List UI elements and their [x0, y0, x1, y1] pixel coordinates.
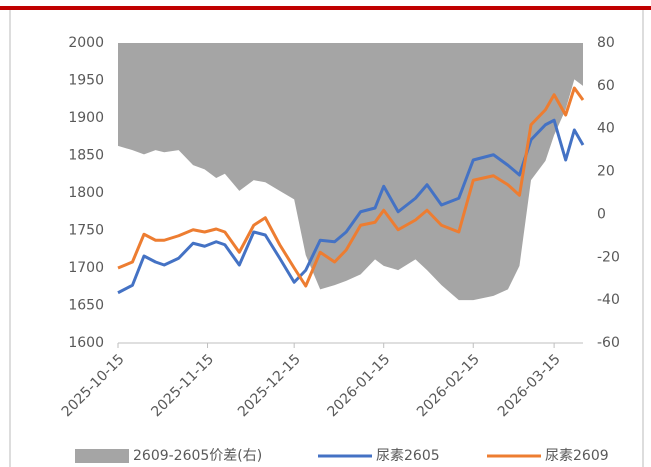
- y-tick-label: 1900: [68, 110, 104, 126]
- legend-label: 尿素2605: [376, 448, 440, 464]
- y-tick-label: 1950: [68, 73, 104, 89]
- y-tick-label: 1650: [68, 298, 104, 314]
- spread-area: [118, 43, 583, 301]
- y-tick-label: 1850: [68, 148, 104, 164]
- y2-tick-label: -40: [597, 292, 620, 308]
- y-tick-label: 1700: [68, 260, 104, 276]
- legend-label: 尿素2609: [545, 448, 609, 464]
- y-tick-label: 1800: [68, 185, 104, 201]
- y2-tick-label: -60: [597, 335, 620, 351]
- y2-tick-label: 20: [597, 164, 615, 180]
- y2-tick-label: 0: [597, 206, 606, 222]
- y-tick-label: 2000: [68, 35, 104, 51]
- y2-tick-label: 60: [597, 78, 615, 94]
- y-tick-label: 1750: [68, 223, 104, 239]
- price-line: [117, 118, 585, 295]
- y2-tick-label: -20: [597, 249, 620, 265]
- price-line: [117, 86, 585, 288]
- y2-tick-label: 80: [597, 35, 615, 51]
- y2-tick-label: 40: [597, 121, 615, 137]
- y-tick-label: 1600: [68, 335, 104, 351]
- legend-swatch: [75, 449, 129, 463]
- legend-label: 2609-2605价差(右): [133, 448, 262, 464]
